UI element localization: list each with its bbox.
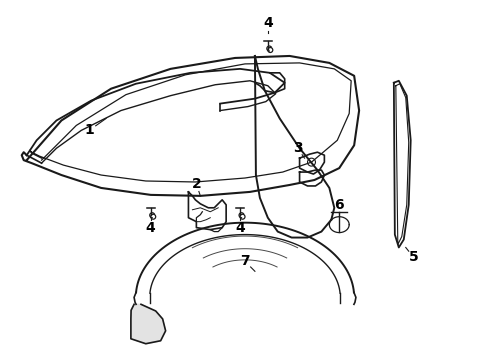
Text: 6: 6 bbox=[335, 198, 344, 212]
Polygon shape bbox=[131, 304, 166, 344]
Text: 2: 2 bbox=[192, 177, 201, 191]
Text: 7: 7 bbox=[240, 255, 250, 268]
Text: 4: 4 bbox=[235, 221, 245, 235]
Text: 1: 1 bbox=[84, 123, 94, 138]
Text: 4: 4 bbox=[146, 221, 156, 235]
Text: 4: 4 bbox=[263, 16, 273, 30]
Text: 5: 5 bbox=[409, 251, 418, 264]
Text: 3: 3 bbox=[293, 141, 302, 155]
